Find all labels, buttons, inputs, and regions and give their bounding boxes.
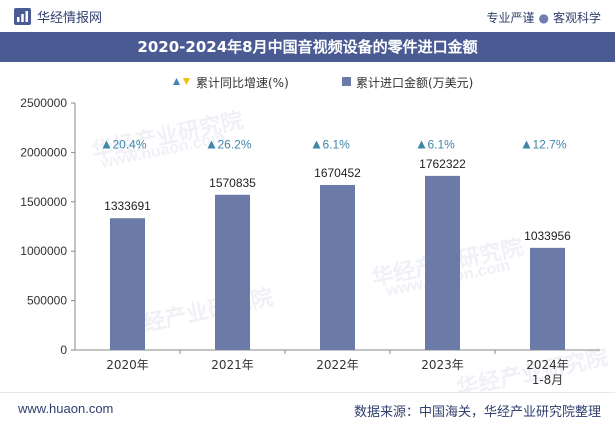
bar-value-label: 1033956 [524, 229, 571, 243]
x-tick-label: 1-8月 [532, 373, 564, 387]
growth-label: 12.7% [533, 137, 567, 151]
tagline-left: 专业严谨 [486, 11, 535, 25]
bar-value-label: 1670452 [314, 166, 361, 180]
tagline: 专业严谨 ● 客观科学 [486, 9, 601, 26]
y-tick-label: 2000000 [20, 145, 67, 159]
bar-value-label: 1762322 [419, 157, 466, 171]
legend-amount-label: 累计进口金额(万美元) [356, 75, 473, 90]
bar [320, 184, 355, 350]
growth-up-icon [312, 140, 321, 149]
x-tick-label: 2020年 [106, 358, 149, 372]
x-tick-label: 2023年 [421, 358, 464, 372]
growth-label: 26.2% [218, 137, 252, 151]
x-tick-label: 2021年 [211, 358, 254, 372]
growth-up-icon [417, 140, 426, 149]
brand-logo-icon [14, 8, 31, 25]
footer-source: 数据来源：中国海关，华经产业研究院整理 [353, 405, 601, 420]
y-tick-label: 1000000 [20, 244, 67, 258]
tagline-right: 客观科学 [552, 11, 601, 25]
y-tick-label: 500000 [27, 294, 67, 308]
y-tick-label: 1500000 [20, 195, 67, 209]
tagline-separator-icon: ● [538, 11, 549, 25]
top-bar: 华经情报网 专业严谨 ● 客观科学 [0, 0, 615, 32]
bar [215, 194, 250, 350]
chart-legend: 累计同比增速(%) 累计进口金额(万美元) [173, 75, 473, 90]
legend-growth-label: 累计同比增速(%) [196, 76, 289, 90]
bar-value-label: 1333691 [104, 199, 151, 213]
x-tick-label: 2022年 [316, 358, 359, 372]
y-tick-label: 2500000 [20, 96, 67, 110]
brand-name: 华经情报网 [37, 11, 103, 26]
growth-label: 20.4% [113, 137, 147, 151]
brand[interactable]: 华经情报网 [14, 7, 102, 26]
legend-growth: 累计同比增速(%) [173, 76, 289, 90]
bar [110, 218, 145, 350]
footer-url[interactable]: www.huaon.com [18, 401, 114, 416]
chart-title: 2020-2024年8月中国音视频设备的零件进口金额 [0, 32, 615, 62]
legend-growth-up-icon [173, 78, 180, 85]
bar-chart: 0 500000 1000000 1500000 2000000 2500000 13336… [20, 96, 600, 387]
growth-up-icon [207, 140, 216, 149]
bar-value-label: 1570835 [209, 176, 256, 190]
bar [425, 175, 460, 350]
growth-up-icon [522, 140, 531, 149]
legend-growth-down-icon [183, 78, 190, 85]
legend-amount-swatch-icon [342, 77, 351, 86]
growth-label: 6.1% [428, 137, 456, 151]
growth-label: 6.1% [323, 137, 351, 151]
legend-amount: 累计进口金额(万美元) [342, 75, 473, 90]
footer: www.huaon.com 数据来源：中国海关，华经产业研究院整理 [0, 392, 615, 428]
x-tick-label: 2024年 [526, 358, 569, 372]
growth-up-icon [102, 140, 111, 149]
bar [530, 247, 565, 350]
y-tick-label: 0 [60, 343, 67, 357]
